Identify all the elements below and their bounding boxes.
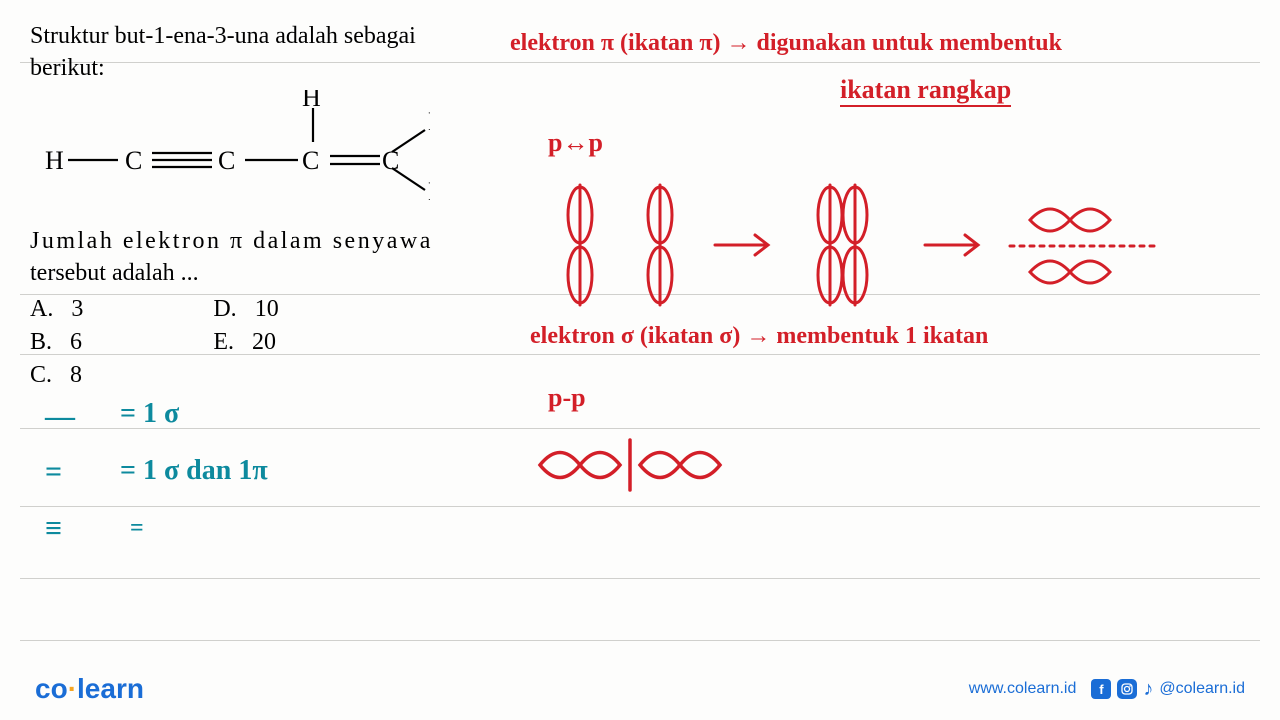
double-bond-symbol: =: [45, 455, 62, 489]
question-line-3: Jumlah elektron π dalam senyawa: [30, 225, 490, 257]
social-icons: f ♪ @colearn.id: [1091, 678, 1245, 701]
question-block: Struktur but-1-ena-3-una adalah sebagai …: [30, 20, 490, 389]
svg-text:C: C: [302, 146, 319, 175]
option-d: D. 10: [213, 296, 278, 323]
website-link[interactable]: www.colearn.id: [969, 680, 1077, 698]
svg-text:C: C: [218, 146, 235, 175]
question-line-2: berikut:: [30, 52, 490, 84]
triple-bond-eq: =: [130, 515, 144, 542]
facebook-icon[interactable]: f: [1091, 679, 1111, 699]
svg-text:C: C: [125, 146, 142, 175]
svg-text:H: H: [428, 177, 430, 206]
molecule-structure: H C C C H C H H: [40, 90, 430, 210]
social-handle[interactable]: @colearn.id: [1159, 680, 1245, 698]
orbital-diagram-sigma: [530, 430, 750, 500]
double-bond-eq: = 1 σ dan 1π: [120, 455, 268, 487]
instagram-icon[interactable]: [1117, 679, 1137, 699]
options-block: A. 3 B. 6 C. 8 D. 10 E. 20: [30, 296, 490, 389]
svg-text:H: H: [45, 146, 64, 175]
option-c: C. 8: [30, 362, 83, 389]
option-e: E. 20: [213, 329, 278, 356]
question-line-1: Struktur but-1-ena-3-una adalah sebagai: [30, 20, 490, 52]
tiktok-icon[interactable]: ♪: [1143, 678, 1153, 701]
option-a: A. 3: [30, 296, 83, 323]
svg-text:H: H: [302, 90, 321, 112]
triple-bond-symbol: ≡: [45, 512, 62, 546]
option-b: B. 6: [30, 329, 83, 356]
svg-text:C: C: [382, 146, 399, 175]
svg-text:H: H: [428, 107, 430, 136]
question-line-4: tersebut adalah ...: [30, 257, 490, 289]
footer: co·learn www.colearn.id f ♪ @colearn.id: [0, 673, 1280, 705]
logo: co·learn: [35, 673, 144, 705]
